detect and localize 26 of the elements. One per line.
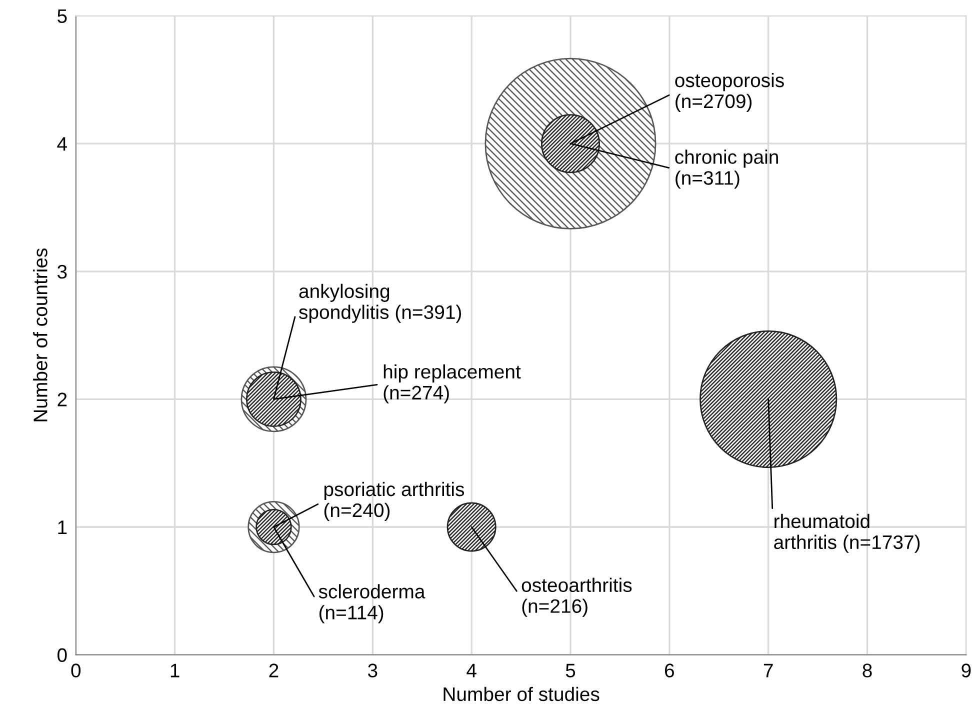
y-tick-label: 3 xyxy=(57,264,67,279)
annotation: chronic pain (n=311) xyxy=(675,150,778,189)
x-tick-label: 5 xyxy=(566,664,576,678)
annotation: rheumatoid arthritis (n=1737) xyxy=(774,514,920,553)
x-tick-label: 0 xyxy=(71,664,81,678)
annotation: osteoarthritis (n=216) xyxy=(522,578,632,617)
x-tick-label: 9 xyxy=(962,664,971,678)
annotation: osteoporosis (n=2709) xyxy=(675,72,784,112)
x-axis-title: Number of studies xyxy=(444,686,600,702)
x-tick-label: 7 xyxy=(764,664,773,678)
y-tick-label: 2 xyxy=(58,392,67,406)
y-tick-label: 0 xyxy=(58,648,67,662)
y-tick-label: 1 xyxy=(58,520,67,534)
x-tick-label: 1 xyxy=(170,664,180,678)
annotation: scleroderma (n=114) xyxy=(318,584,426,624)
x-tick-label: 2 xyxy=(269,664,278,678)
y-axis-title: Number of countries xyxy=(33,248,48,422)
annotation: ankylosing spondylitis (n=391) xyxy=(299,284,462,323)
x-tick-label: 3 xyxy=(368,664,378,678)
annotation: hip replacement (n=274) xyxy=(384,364,521,404)
x-tick-label: 8 xyxy=(862,664,872,678)
x-tick-label: 6 xyxy=(665,664,674,678)
x-tick-label: 4 xyxy=(466,664,476,678)
y-tick-label: 5 xyxy=(58,9,67,24)
y-tick-label: 4 xyxy=(57,137,67,151)
annotation: psoriatic arthritis (n=240) xyxy=(324,482,464,521)
